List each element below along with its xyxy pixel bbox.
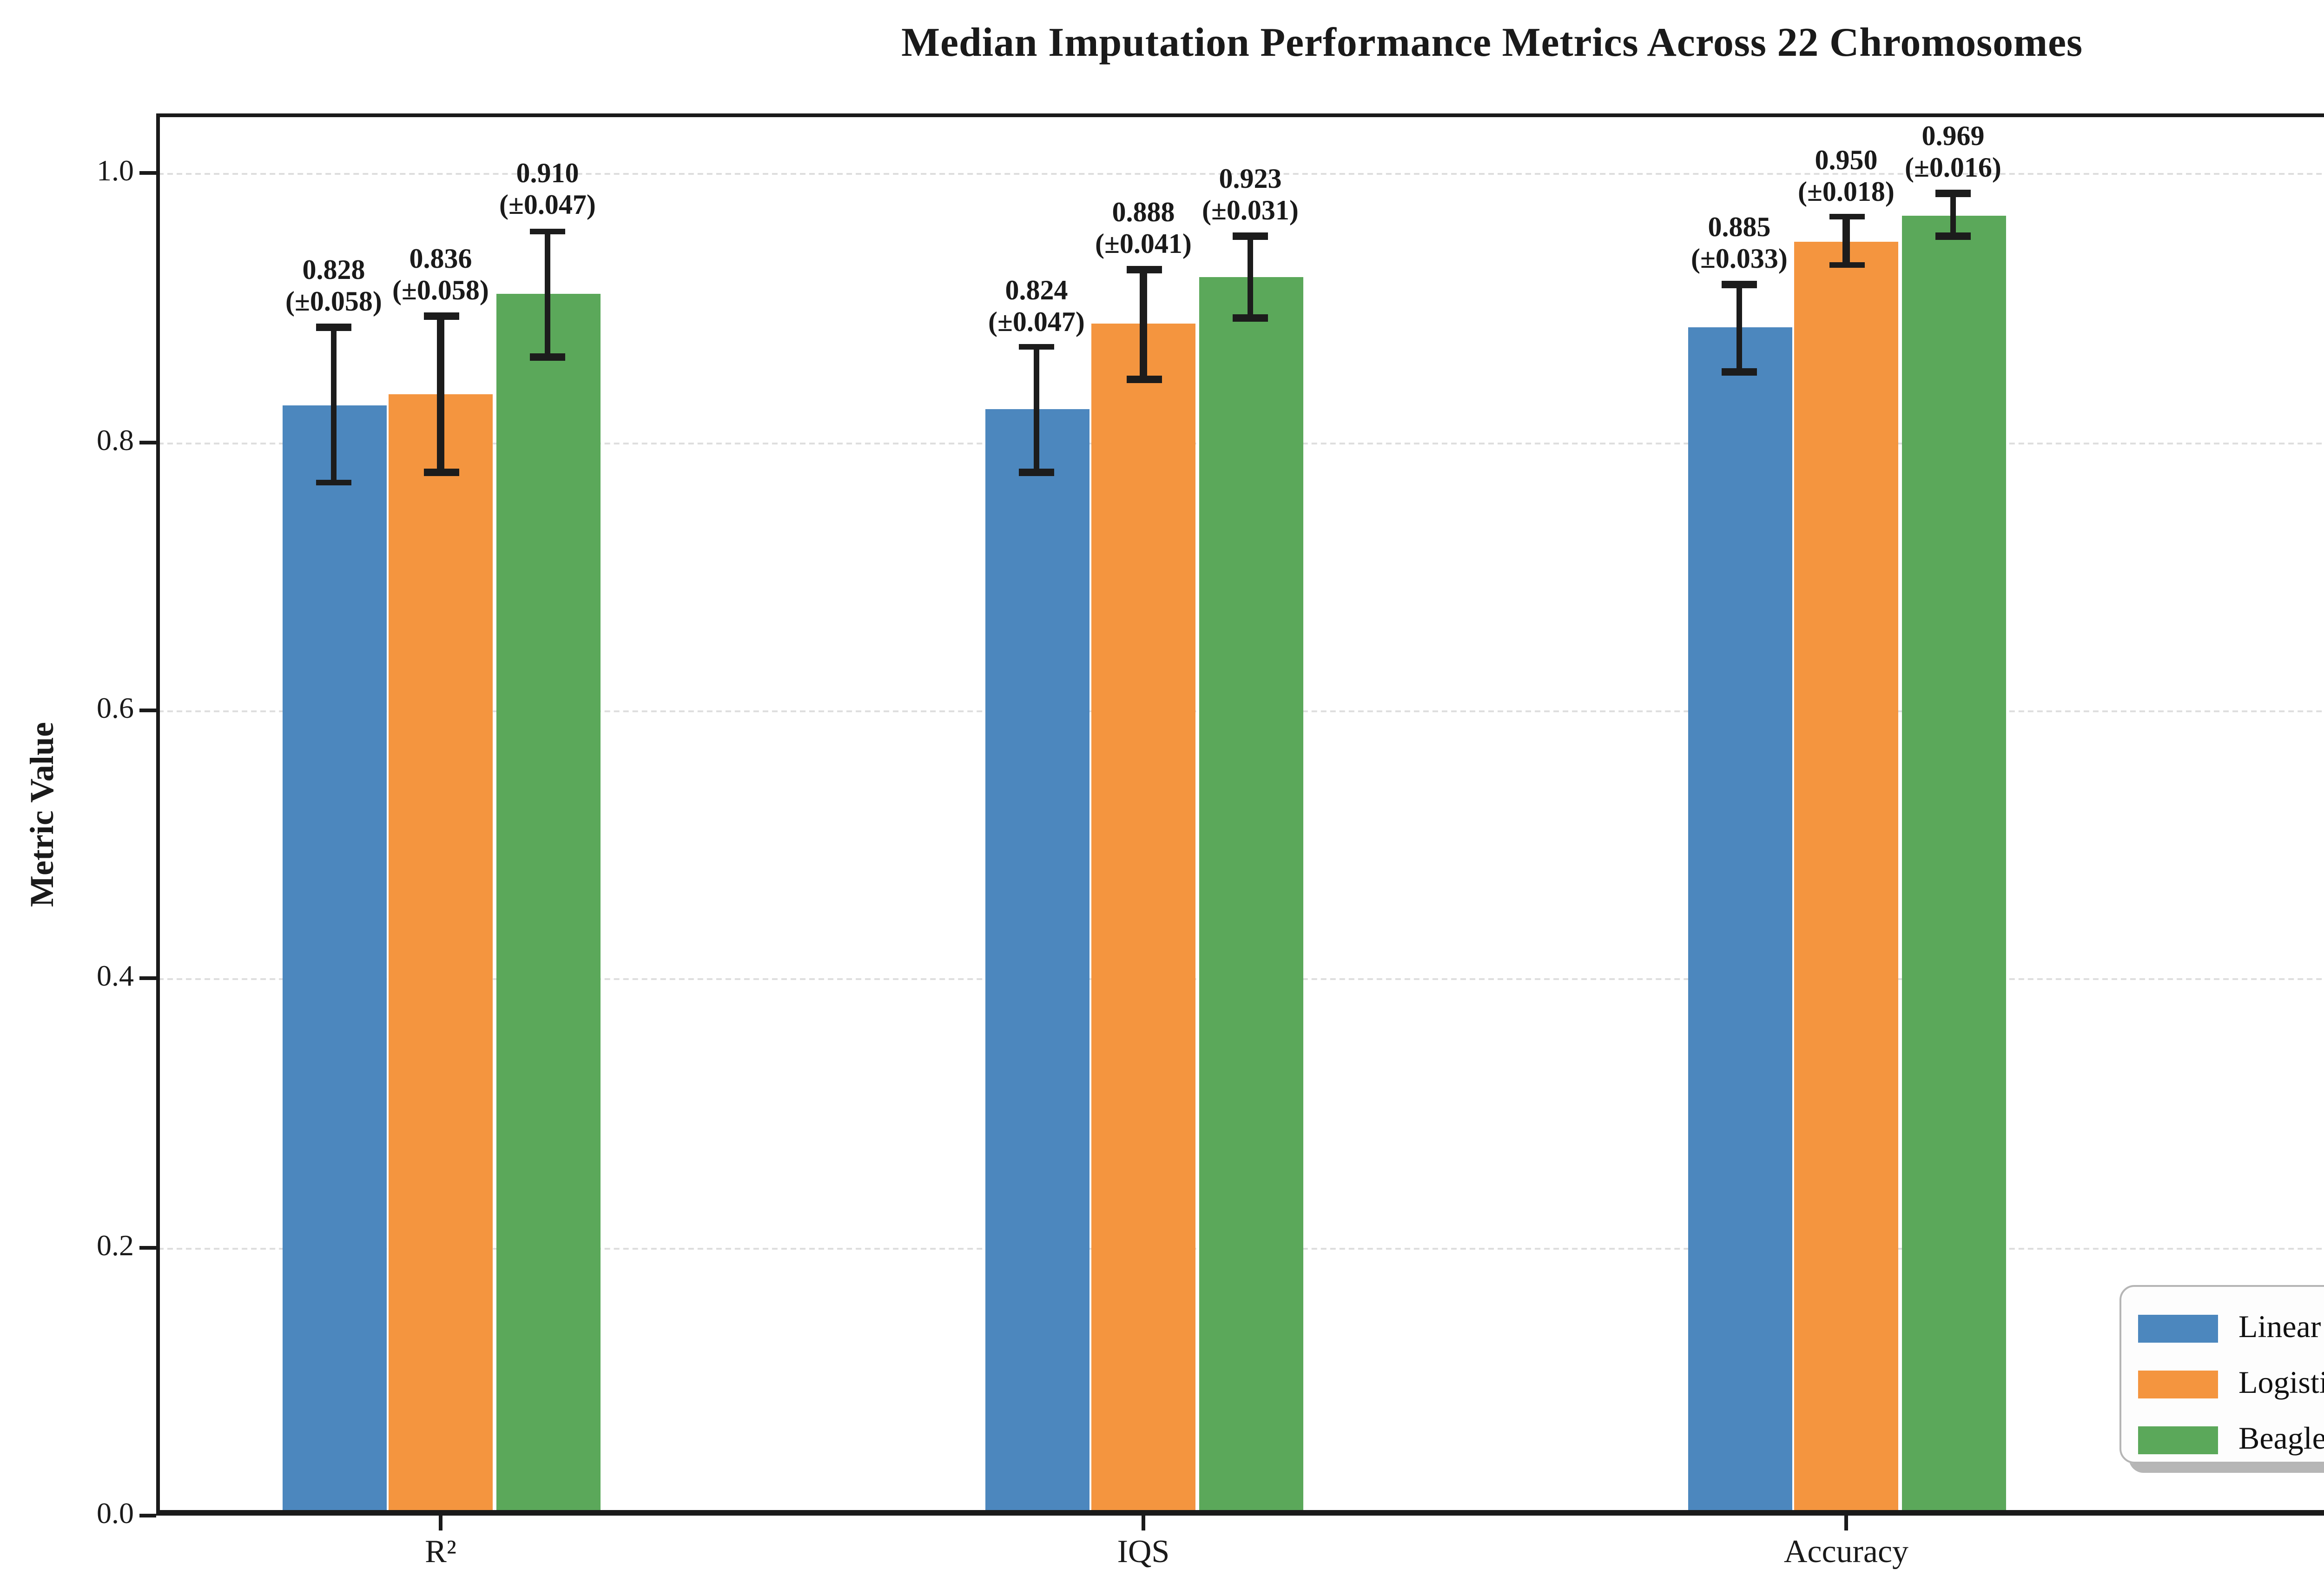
x-tick-label: R² [425,1532,456,1570]
error-bar-cap-bottom [423,468,458,476]
error-bar-cap-top [530,228,565,235]
error-bar [330,326,337,483]
error-bar-cap-top [1829,213,1864,220]
error-bar-cap-top [1233,232,1268,239]
legend-swatch [2138,1425,2218,1453]
y-tick-mark [139,709,156,713]
legend-label: Linear Regression (Unphased) [2238,1309,2324,1345]
y-tick-label: 0.0 [97,1499,134,1530]
legend-swatch [2138,1370,2218,1398]
y-tick-label: 0.8 [97,425,134,457]
bar-value-annotation: 0.828 (±0.058) [285,256,382,318]
y-tick-label: 0.4 [97,962,134,994]
error-bar-cap-bottom [1019,469,1054,477]
error-bar [544,231,551,358]
x-tick-label: Accuracy [1783,1532,1909,1570]
bar-value-annotation: 0.885 (±0.033) [1691,213,1788,275]
bar-IQS-s0 [984,410,1089,1516]
x-tick-label: IQS [1117,1532,1170,1570]
error-bar-cap-bottom [530,354,565,361]
error-bar-cap-top [1935,190,1971,198]
bar-value-annotation: 0.824 (±0.047) [988,276,1085,338]
legend: Linear Regression (Unphased) Logistic Reg… [2119,1285,2324,1464]
y-tick-mark [139,1245,156,1249]
error-bar-cap-top [423,312,458,320]
error-bar-cap-top [316,323,351,331]
legend-label: Logistic Regression (Phased) [2238,1365,2324,1400]
error-bar [1950,194,1956,237]
error-bar-cap-bottom [1935,233,1971,241]
bar-IQS-s2 [1198,277,1302,1516]
y-tick-mark [139,1514,156,1517]
y-tick-mark [139,172,156,176]
bar-value-annotation: 0.888 (±0.041) [1095,198,1192,260]
legend-item: Logistic Regression (Phased) [2138,1356,2324,1411]
bar-value-annotation: 0.923 (±0.031) [1202,165,1299,226]
bar-value-annotation: 0.910 (±0.047) [499,160,596,222]
y-tick-label: 0.6 [97,694,134,726]
x-tick-mark [439,1514,442,1530]
legend-item: Beagle (Phased) [2138,1411,2324,1467]
legend-label: Beagle (Phased) [2238,1421,2324,1456]
bar-IQS-s1 [1091,324,1195,1516]
error-bar [1843,217,1849,265]
bar-Accuracy-s0 [1687,328,1791,1516]
bar-value-annotation: 0.836 (±0.058) [392,245,489,307]
error-bar-cap-bottom [1126,375,1161,383]
error-bar [1033,347,1040,473]
error-bar-cap-bottom [1829,261,1864,269]
bar-R²-s0 [282,404,386,1516]
y-tick-label: 0.2 [97,1230,134,1262]
chart-title: Median Imputation Performance Metrics Ac… [901,19,2083,65]
error-bar-cap-top [1722,280,1757,288]
bar-R²-s1 [389,394,493,1516]
bar-value-annotation: 0.950 (±0.018) [1798,146,1895,208]
y-axis-label: Metric Value [23,722,60,907]
bar-R²-s2 [495,294,600,1516]
legend-swatch [2138,1314,2218,1342]
error-bar-cap-top [1019,343,1054,351]
y-tick-mark [139,977,156,981]
bar-value-annotation: 0.969 (±0.016) [1905,123,2001,185]
legend-item: Linear Regression (Unphased) [2138,1300,2324,1356]
error-bar [1140,269,1147,379]
gridline [158,173,2324,176]
error-bar [1736,284,1743,372]
y-tick-label: 1.0 [97,157,134,189]
bar-Accuracy-s2 [1901,215,2005,1516]
x-tick-mark [1844,1514,1848,1530]
error-bar-cap-top [1126,265,1161,273]
y-tick-mark [139,440,156,444]
x-tick-mark [1142,1514,1145,1530]
error-bar-cap-bottom [1233,315,1268,323]
error-bar-cap-bottom [1722,369,1757,376]
bar-Accuracy-s1 [1794,241,1898,1516]
error-bar [437,316,444,472]
error-bar-cap-bottom [316,479,351,486]
error-bar [1247,235,1254,319]
